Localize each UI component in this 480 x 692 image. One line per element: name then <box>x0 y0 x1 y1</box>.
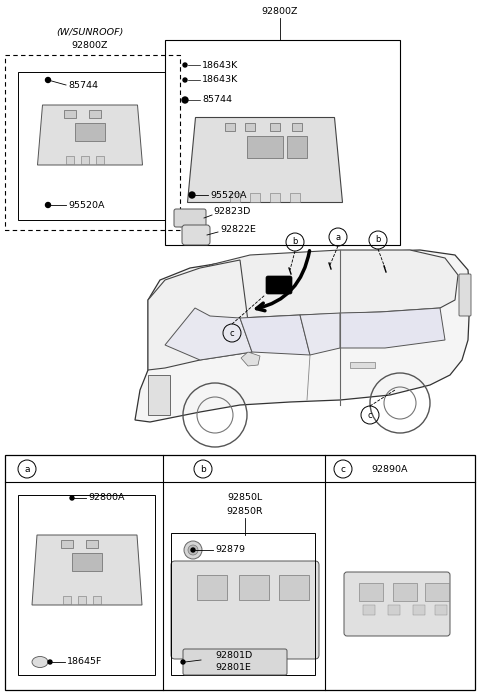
Bar <box>78 596 86 604</box>
Bar <box>363 605 375 615</box>
FancyBboxPatch shape <box>183 649 287 675</box>
Ellipse shape <box>32 657 48 668</box>
Bar <box>89 110 101 118</box>
Text: 85744: 85744 <box>68 80 98 89</box>
Bar <box>435 605 447 615</box>
Bar <box>18 72 165 220</box>
Polygon shape <box>240 315 310 355</box>
Circle shape <box>70 496 74 500</box>
Text: 85744: 85744 <box>202 95 232 104</box>
Bar <box>197 575 227 600</box>
Bar <box>250 192 260 201</box>
Bar <box>63 596 71 604</box>
Text: 18645F: 18645F <box>67 657 102 666</box>
Text: 18643K: 18643K <box>202 60 238 69</box>
FancyBboxPatch shape <box>174 209 206 227</box>
Text: c: c <box>368 410 372 419</box>
Circle shape <box>191 548 195 552</box>
Polygon shape <box>135 250 470 422</box>
Text: 95520A: 95520A <box>68 201 105 210</box>
Circle shape <box>189 192 195 198</box>
Bar <box>171 533 315 675</box>
Circle shape <box>46 203 50 208</box>
Text: a: a <box>336 233 341 242</box>
Bar <box>18 495 155 675</box>
Circle shape <box>181 660 185 664</box>
Bar <box>66 156 74 164</box>
Bar <box>359 583 383 601</box>
Bar <box>75 123 105 141</box>
Bar <box>290 192 300 201</box>
Bar <box>230 192 240 201</box>
Bar <box>292 122 302 131</box>
Bar <box>270 122 280 131</box>
Text: c: c <box>230 329 234 338</box>
Circle shape <box>188 545 198 555</box>
Text: 92800Z: 92800Z <box>262 8 298 17</box>
Circle shape <box>184 541 202 559</box>
Text: 92822E: 92822E <box>220 224 256 233</box>
Bar <box>64 110 76 118</box>
Bar <box>393 583 417 601</box>
Polygon shape <box>165 308 252 360</box>
Bar <box>287 136 307 158</box>
Bar <box>86 540 98 548</box>
Text: 18643K: 18643K <box>202 75 238 84</box>
Circle shape <box>183 78 187 82</box>
FancyBboxPatch shape <box>171 561 319 659</box>
Text: (W/SUNROOF): (W/SUNROOF) <box>56 28 124 37</box>
Bar <box>270 192 280 201</box>
Text: 92879: 92879 <box>215 545 245 554</box>
FancyBboxPatch shape <box>266 276 292 294</box>
Bar <box>245 122 255 131</box>
Bar <box>5 455 475 690</box>
Bar <box>425 583 449 601</box>
Bar <box>279 575 309 600</box>
Polygon shape <box>300 313 340 355</box>
Bar <box>5 55 180 230</box>
Polygon shape <box>37 105 143 165</box>
Polygon shape <box>195 250 458 318</box>
Bar <box>225 122 235 131</box>
Bar <box>72 553 102 571</box>
FancyArrowPatch shape <box>256 251 310 311</box>
Bar <box>81 156 89 164</box>
Text: b: b <box>375 235 381 244</box>
Text: 92850L: 92850L <box>228 493 263 502</box>
Bar <box>247 136 283 158</box>
Circle shape <box>182 97 188 103</box>
Bar <box>96 156 104 164</box>
FancyBboxPatch shape <box>344 572 450 636</box>
Text: 92800A: 92800A <box>88 493 124 502</box>
Circle shape <box>183 63 187 67</box>
Bar <box>93 596 101 604</box>
Polygon shape <box>188 118 343 203</box>
Text: 92890A: 92890A <box>372 464 408 473</box>
Bar <box>388 605 400 615</box>
Text: 95520A: 95520A <box>210 190 247 199</box>
Text: b: b <box>200 464 206 473</box>
Text: 92800Z: 92800Z <box>72 42 108 51</box>
Text: c: c <box>340 464 346 473</box>
Circle shape <box>48 660 52 664</box>
Bar <box>350 362 375 368</box>
Text: 92801E: 92801E <box>215 662 251 671</box>
Text: a: a <box>24 464 30 473</box>
Text: b: b <box>292 237 298 246</box>
Text: 92850R: 92850R <box>227 507 264 516</box>
Bar <box>148 375 170 415</box>
Bar <box>413 605 425 615</box>
Bar <box>165 40 400 245</box>
Bar <box>61 540 73 548</box>
Text: 92801D: 92801D <box>215 650 252 659</box>
Bar <box>239 575 269 600</box>
Polygon shape <box>241 352 260 366</box>
FancyBboxPatch shape <box>459 274 471 316</box>
Polygon shape <box>32 535 142 605</box>
Text: 92823D: 92823D <box>213 208 251 217</box>
Circle shape <box>46 78 50 82</box>
Polygon shape <box>148 260 252 370</box>
FancyBboxPatch shape <box>182 225 210 245</box>
Polygon shape <box>340 308 445 348</box>
